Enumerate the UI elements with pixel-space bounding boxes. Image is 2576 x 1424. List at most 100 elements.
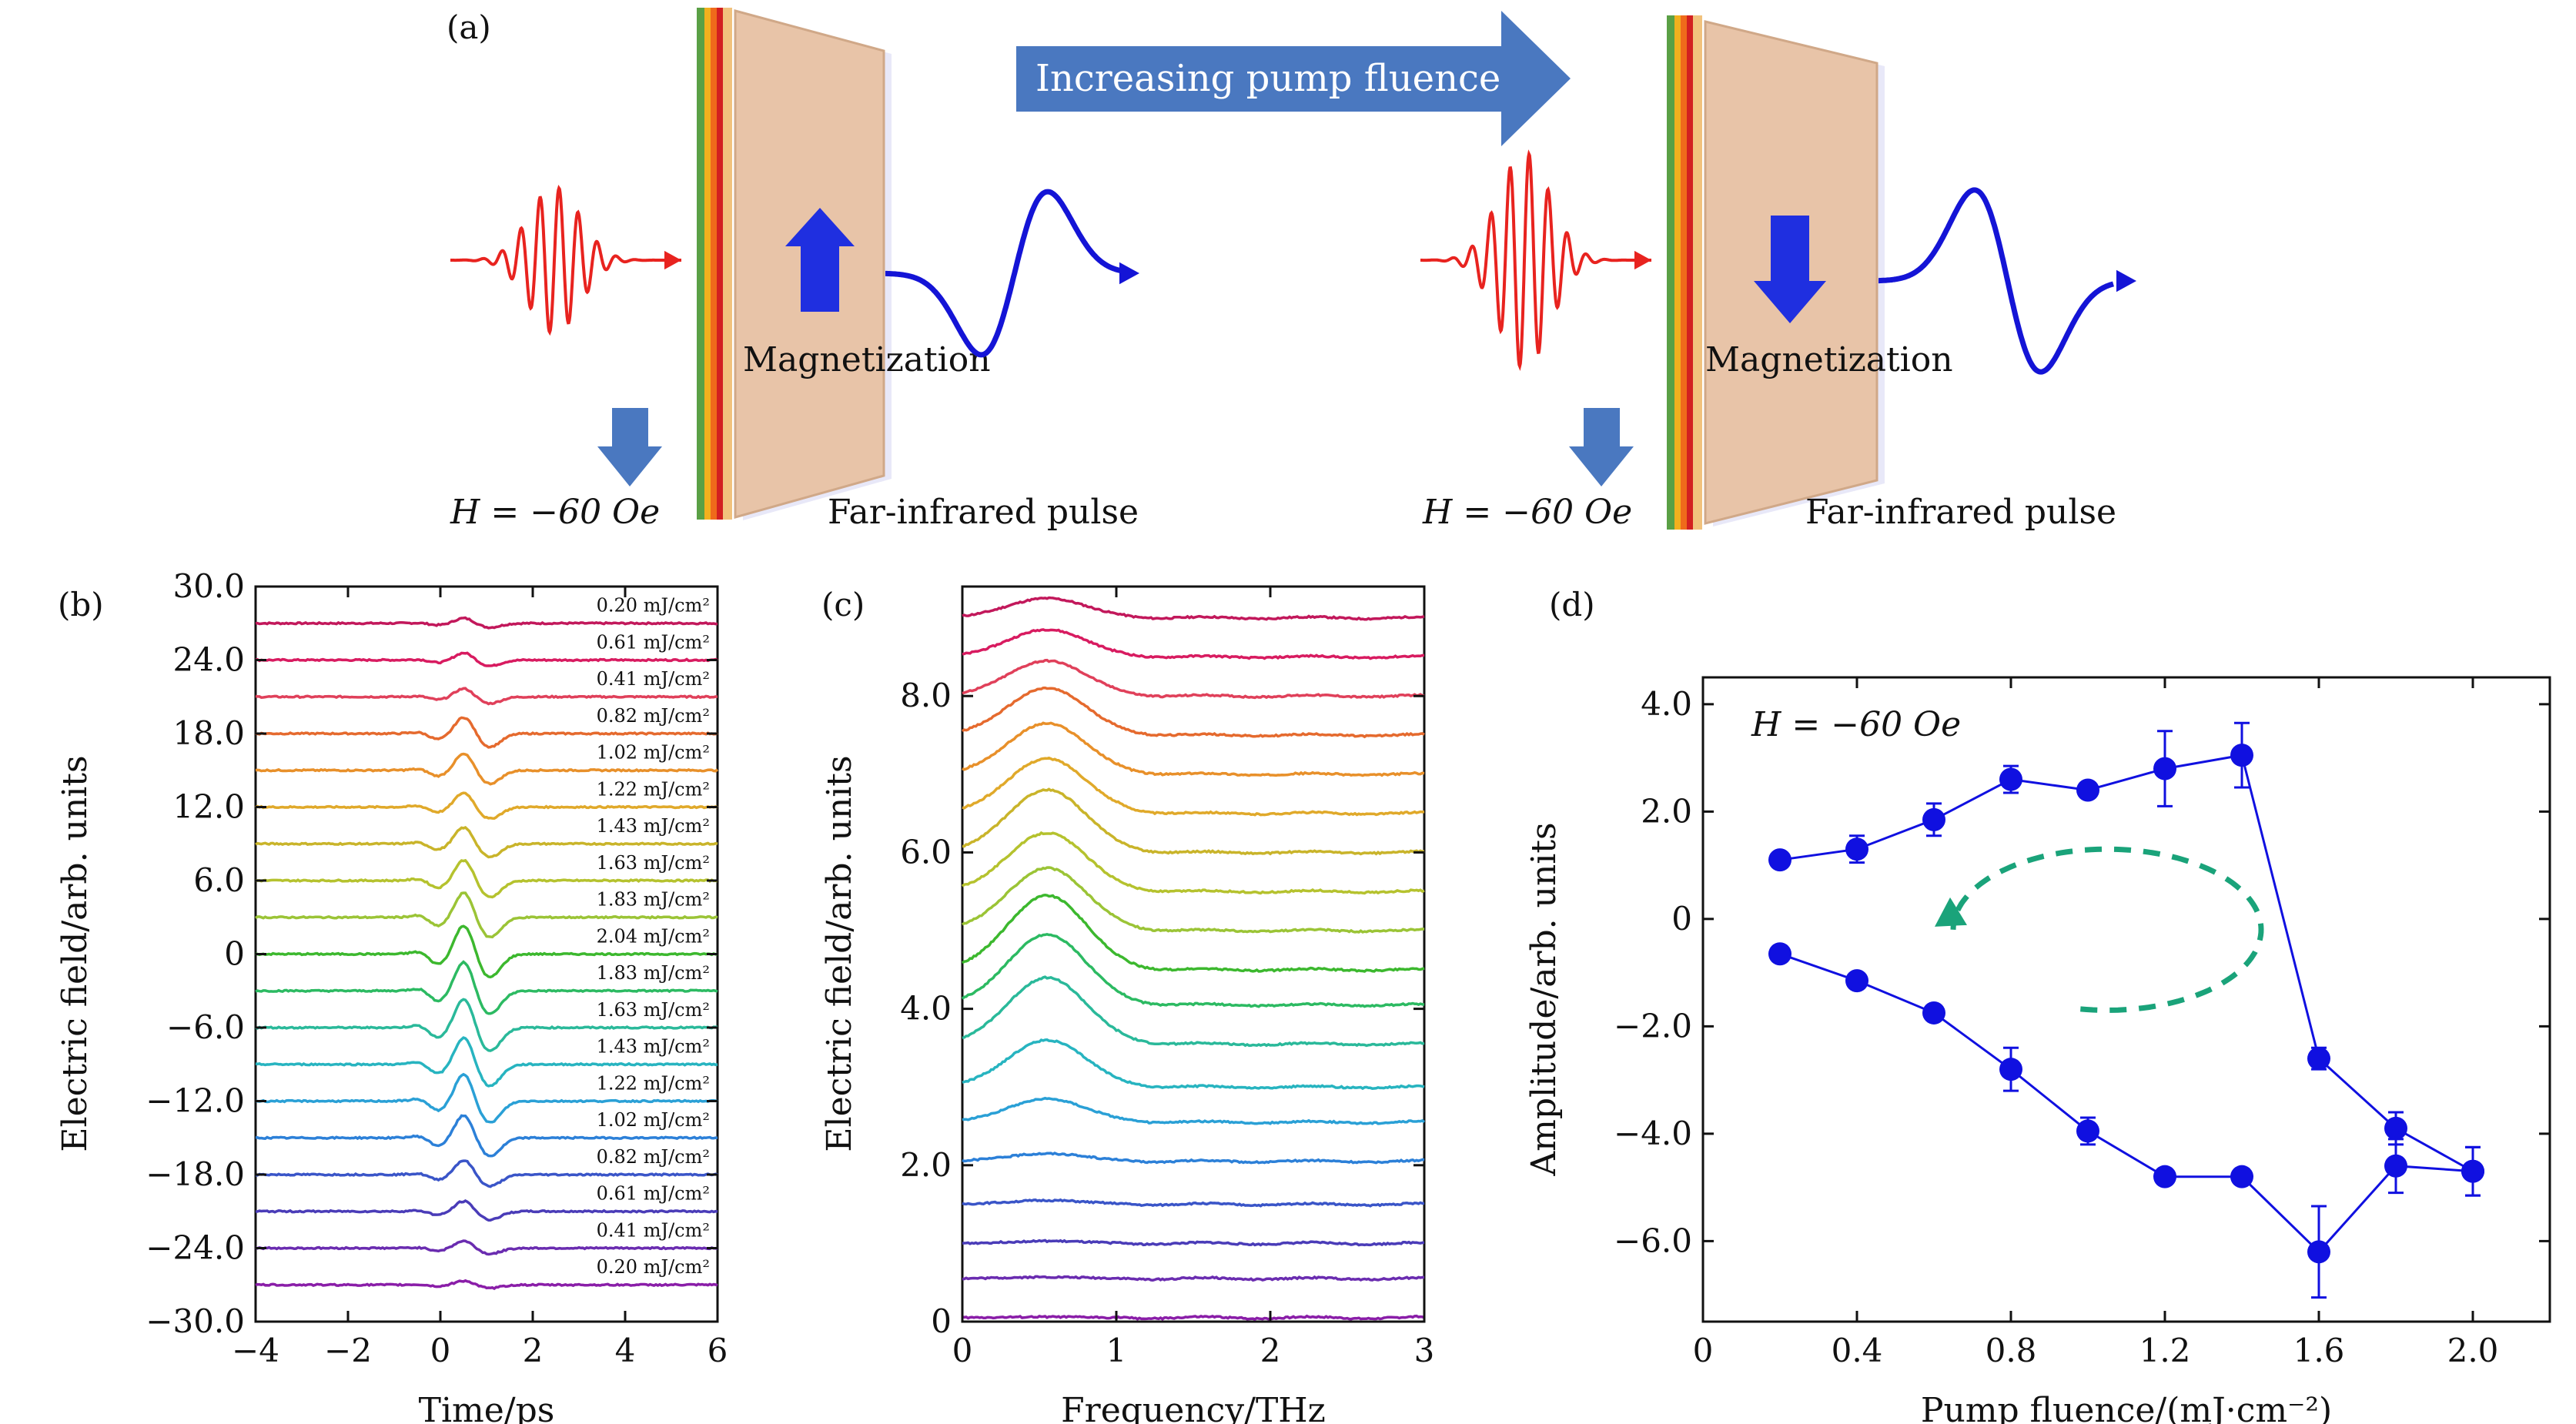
panel-b-series-line	[255, 651, 718, 667]
panel-b-series-line	[255, 998, 718, 1052]
panel-b-ytick-label: −18.0	[146, 1155, 245, 1193]
panel-c-xtick-label: 2	[1260, 1332, 1281, 1369]
panel-b-xlabel: Time/ps	[419, 1391, 555, 1424]
panel-c-label: (c)	[821, 586, 865, 623]
left-sample: Magnetization	[697, 8, 991, 520]
left-field-label: H = −60 Oe	[450, 493, 660, 532]
panel-d-data-point	[2230, 744, 2253, 767]
panel-d-ytick-label: 2.0	[1641, 792, 1692, 830]
panel-b-ytick-label: 12.0	[172, 788, 245, 826]
panel-c-series-line	[962, 686, 1425, 739]
panel-b-xtick-label: 6	[708, 1332, 728, 1369]
panel-b-series-label: 1.83 mJ/cm²	[597, 889, 710, 911]
panel-b-label: (b)	[58, 586, 104, 623]
panel-b-series-label: 0.61 mJ/cm²	[597, 1183, 710, 1205]
panel-c: (c) 0 1 2 3 0 2.0 4.0 6.0 8.0 Frequency/THz Elec…	[820, 585, 1435, 1424]
right-field-label: H = −60 Oe	[1422, 493, 1632, 532]
panel-b-series-line	[255, 1159, 718, 1188]
panel-b-series-label: 0.20 mJ/cm²	[597, 595, 710, 617]
left-thz-arrowhead-icon	[1119, 262, 1139, 285]
panel-d-ytick-label: −2.0	[1614, 1007, 1692, 1045]
increasing-fluence-arrow: Increasing pump fluence	[1016, 11, 1571, 146]
panel-c-xtick-label: 3	[1414, 1332, 1435, 1369]
panel-b-xtick-label: 0	[430, 1332, 451, 1369]
panel-b-ytick-label: 18.0	[172, 714, 245, 752]
right-thz-pulse	[1878, 187, 2115, 375]
panel-b-series-label: 1.02 mJ/cm²	[597, 742, 710, 764]
panel-c-xtick-label: 0	[952, 1332, 973, 1369]
right-sample: Magnetization	[1667, 15, 1953, 530]
panel-b-series-line	[255, 716, 718, 749]
panel-d-data-point	[2384, 1116, 2407, 1140]
left-pump-arrowhead-icon	[664, 250, 681, 270]
panel-d-data-point	[2230, 1165, 2253, 1188]
panel-c-series-line	[961, 894, 1425, 973]
panel-b-series-line	[255, 960, 718, 1015]
panel-c-series-line	[962, 1314, 1425, 1321]
panel-c-series-line	[962, 787, 1425, 856]
panel-b-ytick-label: 30.0	[172, 567, 245, 605]
panel-d-ytick-label: 4.0	[1641, 685, 1692, 723]
panel-b-series-label: 1.02 mJ/cm²	[597, 1109, 710, 1131]
magnetization-down-arrow-icon	[1754, 216, 1826, 323]
panel-b-series-label: 1.43 mJ/cm²	[597, 815, 710, 837]
panel-d-data-point	[1922, 1001, 1945, 1025]
panel-d-ylabel: Amplitude/arb. units	[1524, 822, 1564, 1176]
panel-c-series-line	[962, 1096, 1426, 1125]
panel-b: (b) 0.20 mJ/cm² 0.61 mJ/cm² 0.41 mJ/cm² 0.8…	[55, 567, 728, 1424]
panel-b-xtick-label: 4	[615, 1332, 636, 1369]
panel-b-series-line	[255, 791, 718, 820]
panel-b-xtick-label: −2	[324, 1332, 372, 1369]
right-field-arrow-icon	[1569, 408, 1634, 486]
panel-c-series-line	[962, 658, 1425, 700]
panel-d-xtick-label: 0.4	[1832, 1332, 1883, 1369]
panel-d-branch-line	[1779, 754, 2474, 1173]
right-pump-arrowhead-icon	[1634, 250, 1651, 270]
panel-b-ytick-label: −24.0	[146, 1229, 245, 1267]
right-pump-pulse	[1420, 149, 1651, 372]
panel-d-xtick-label: 1.2	[2139, 1332, 2191, 1369]
panel-d-data-point	[2384, 1154, 2407, 1178]
panel-c-series-line	[962, 1238, 1425, 1247]
panel-b-ytick-label: 6.0	[193, 861, 245, 899]
right-thz-arrowhead-icon	[2116, 269, 2136, 292]
panel-c-series-line	[961, 866, 1425, 934]
panel-b-series-label: 1.83 mJ/cm²	[597, 962, 710, 984]
left-pump-pulse	[450, 184, 681, 336]
panel-b-series-label: 2.04 mJ/cm²	[597, 925, 710, 947]
panel-b-series-line	[255, 616, 718, 630]
panel-b-ytick-label: −30.0	[146, 1302, 245, 1340]
panel-d: (d) H = −60 Oe 0 0.4 0.8 1.2 1.6 2.0 −6.0 −4.0 −…	[1524, 586, 2551, 1424]
panel-b-series-label: 1.22 mJ/cm²	[597, 1072, 710, 1094]
panel-d-branch-line	[1779, 952, 2474, 1254]
panel-b-series-label: 1.63 mJ/cm²	[597, 999, 710, 1021]
panel-d-data-point	[1922, 807, 1945, 831]
panel-d-xtick-label: 1.6	[2293, 1332, 2345, 1369]
panel-c-series-line	[961, 932, 1425, 1008]
panel-d-data-point	[2307, 1240, 2330, 1264]
panel-d-xtick-label: 2.0	[2447, 1332, 2499, 1369]
panel-c-ytick-label: 2.0	[900, 1146, 952, 1184]
left-pulse-label: Far-infrared pulse	[828, 493, 1139, 532]
loop-direction-arrowhead-icon	[1935, 897, 1967, 927]
panel-c-ylabel: Electric field/arb. units	[820, 755, 859, 1152]
panel-d-annotation: H = −60 Oe	[1751, 705, 1961, 744]
panel-d-data-point	[1999, 767, 2022, 791]
panel-b-series-line	[255, 687, 718, 706]
panel-c-series-line	[962, 1198, 1425, 1208]
panel-d-ytick-label: −4.0	[1614, 1115, 1692, 1152]
panel-d-data-point	[2307, 1047, 2330, 1071]
panel-c-series-line	[962, 975, 1425, 1048]
left-magnetization-label: Magnetization	[743, 340, 991, 379]
panel-d-data-point	[2153, 757, 2176, 781]
panel-a-label: (a)	[447, 8, 491, 46]
panel-b-series-label: 0.82 mJ/cm²	[597, 1146, 710, 1168]
panel-d-data-point	[1768, 848, 1791, 872]
panel-c-xtick-label: 1	[1106, 1332, 1127, 1369]
panel-c-series-line	[962, 756, 1425, 817]
panel-a: (a) Increasing pump fluence Magnetizatio…	[447, 8, 2116, 532]
panel-d-ytick-label: −6.0	[1614, 1222, 1692, 1259]
panel-d-data-point	[2076, 1119, 2099, 1143]
panel-d-data-point	[1999, 1058, 2022, 1081]
left-thz-pulse	[885, 189, 1122, 358]
